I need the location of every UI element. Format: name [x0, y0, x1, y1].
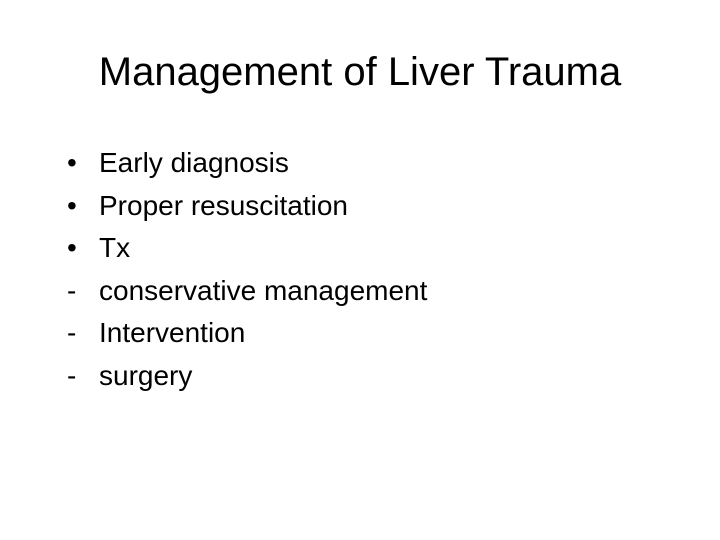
bullet-icon: • — [67, 143, 99, 184]
list-item-text: conservative management — [99, 271, 665, 312]
list-item-text: Intervention — [99, 313, 665, 354]
list-item-text: Tx — [99, 228, 665, 269]
list-item: • Early diagnosis — [67, 143, 665, 184]
list-item-text: Early diagnosis — [99, 143, 665, 184]
list-item-text: Proper resuscitation — [99, 186, 665, 227]
bullet-list: • Early diagnosis • Proper resuscitation… — [55, 143, 665, 397]
list-item: • Tx — [67, 228, 665, 269]
dash-icon: - — [67, 271, 99, 312]
bullet-icon: • — [67, 186, 99, 227]
bullet-icon: • — [67, 228, 99, 269]
list-item: - Intervention — [67, 313, 665, 354]
dash-icon: - — [67, 313, 99, 354]
list-item: • Proper resuscitation — [67, 186, 665, 227]
dash-icon: - — [67, 356, 99, 397]
list-item: - conservative management — [67, 271, 665, 312]
list-item-text: surgery — [99, 356, 665, 397]
slide-title: Management of Liver Trauma — [55, 50, 665, 95]
list-item: - surgery — [67, 356, 665, 397]
